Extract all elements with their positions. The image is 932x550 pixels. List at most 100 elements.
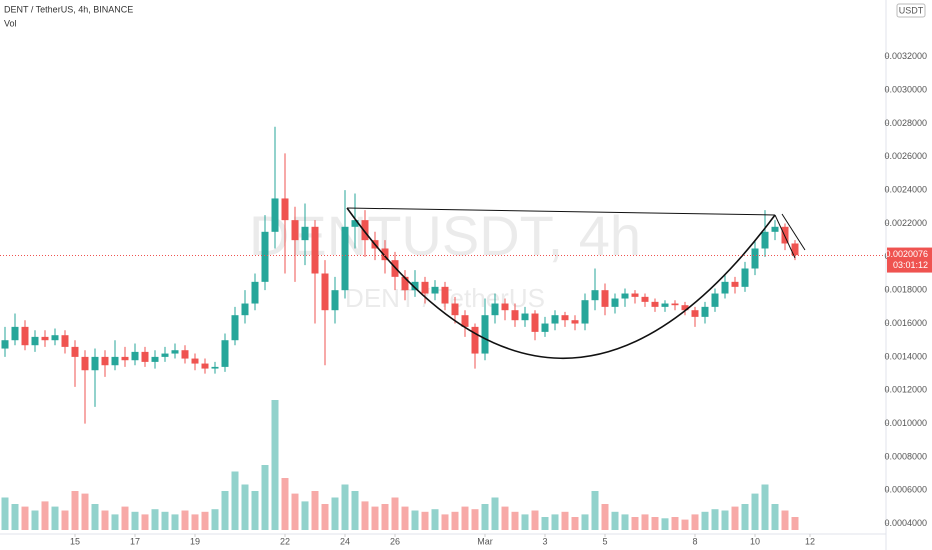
y-tick-label: 0.0018000 — [884, 285, 927, 295]
candle-body — [291, 220, 299, 241]
volume-bar — [291, 493, 299, 530]
volume-bar — [451, 511, 459, 530]
volume-bar — [381, 504, 389, 530]
candle-body — [191, 358, 199, 364]
candle-body — [331, 290, 339, 311]
volume-bar — [231, 471, 239, 530]
candle-body — [551, 315, 559, 324]
volume-bar — [31, 510, 39, 530]
candle-body — [581, 300, 589, 324]
currency-badge[interactable] — [896, 3, 926, 18]
volume-bar — [751, 493, 759, 530]
candle-body — [161, 353, 169, 357]
x-tick-label: 24 — [340, 536, 350, 546]
candle-body — [171, 350, 179, 354]
x-tick-label: 12 — [805, 536, 815, 546]
candle-body — [11, 326, 19, 341]
volume-bar — [81, 493, 89, 530]
candle-body — [431, 286, 439, 294]
volume-bar — [421, 511, 429, 530]
x-tick-label: 3 — [542, 536, 547, 546]
candle-body — [501, 303, 509, 311]
volume-bar — [281, 478, 289, 530]
x-tick-label: 22 — [280, 536, 290, 546]
candle-body — [461, 315, 469, 327]
candle-body — [721, 281, 729, 294]
x-tick-label: 17 — [130, 536, 140, 546]
volume-bar — [601, 504, 609, 530]
candle-body — [591, 290, 599, 301]
y-tick-label: 0.0006000 — [884, 485, 927, 495]
candle-body — [301, 226, 309, 241]
y-tick-label: 0.0030000 — [884, 84, 927, 94]
candle-body — [611, 298, 619, 307]
candle-body — [771, 226, 779, 232]
volume-bar — [501, 506, 509, 530]
volume-bar — [201, 511, 209, 530]
candle-body — [201, 363, 209, 369]
candle-body — [531, 313, 539, 332]
candle-body — [731, 281, 739, 287]
volume-bar — [701, 511, 709, 530]
countdown: 03:01:12 — [893, 260, 928, 270]
drawings — [346, 207, 806, 360]
volume-bar — [441, 514, 449, 530]
candle-body — [751, 248, 759, 269]
volume-bar — [771, 504, 779, 530]
volume-bar — [461, 506, 469, 530]
candle-body — [181, 350, 189, 359]
volume-bar — [311, 491, 319, 530]
candle-body — [151, 356, 159, 362]
volume-bar — [531, 510, 539, 530]
y-tick-label: 0.0024000 — [884, 184, 927, 194]
volume-bar — [661, 518, 669, 530]
candle-body — [511, 310, 519, 321]
volume-bar — [431, 509, 439, 530]
candle-body — [351, 220, 359, 227]
candle-body — [121, 356, 129, 361]
candle-body — [131, 351, 139, 361]
cup-curve — [346, 207, 776, 360]
volume-bar — [91, 504, 99, 530]
candle-body — [441, 286, 449, 304]
candle-body — [21, 326, 29, 346]
candle-body — [281, 198, 289, 221]
x-tick-label: 26 — [390, 536, 400, 546]
x-tick-label: 19 — [190, 536, 200, 546]
candle-body — [421, 281, 429, 294]
volume-bar — [681, 519, 689, 530]
candle-body — [31, 336, 39, 346]
volume-bar — [321, 504, 329, 530]
volume-bar — [41, 501, 49, 530]
volume-bar — [611, 511, 619, 530]
volume-bar — [111, 514, 119, 530]
volume-bar — [271, 400, 279, 530]
volume-bar — [141, 514, 149, 530]
volume-bar — [491, 497, 499, 530]
volume-bar — [631, 517, 639, 530]
volume-bar — [331, 497, 339, 530]
candle-body — [741, 268, 749, 287]
candle-body — [471, 326, 479, 354]
volume-bar — [61, 510, 69, 530]
last-price-box — [887, 247, 932, 273]
candle-body — [51, 335, 59, 341]
volume-label: Vol — [4, 18, 17, 28]
candle-body — [261, 231, 269, 282]
volume-bar — [561, 511, 569, 530]
candle-body — [781, 226, 789, 244]
volume-bar — [781, 510, 789, 530]
volume-bar — [641, 514, 649, 530]
candle-body — [91, 356, 99, 371]
candle-body — [601, 290, 609, 307]
axes-layer: 0.0004000 0.0006000 0.0008000 0.0010000 0.00… — [0, 51, 932, 546]
candle-body — [701, 306, 709, 317]
volume-bar — [361, 501, 369, 530]
volume-bar — [791, 517, 799, 530]
volume-bar — [511, 511, 519, 530]
x-tick-label: 10 — [750, 536, 760, 546]
volume-bar — [191, 514, 199, 530]
volume-bar — [541, 517, 549, 530]
